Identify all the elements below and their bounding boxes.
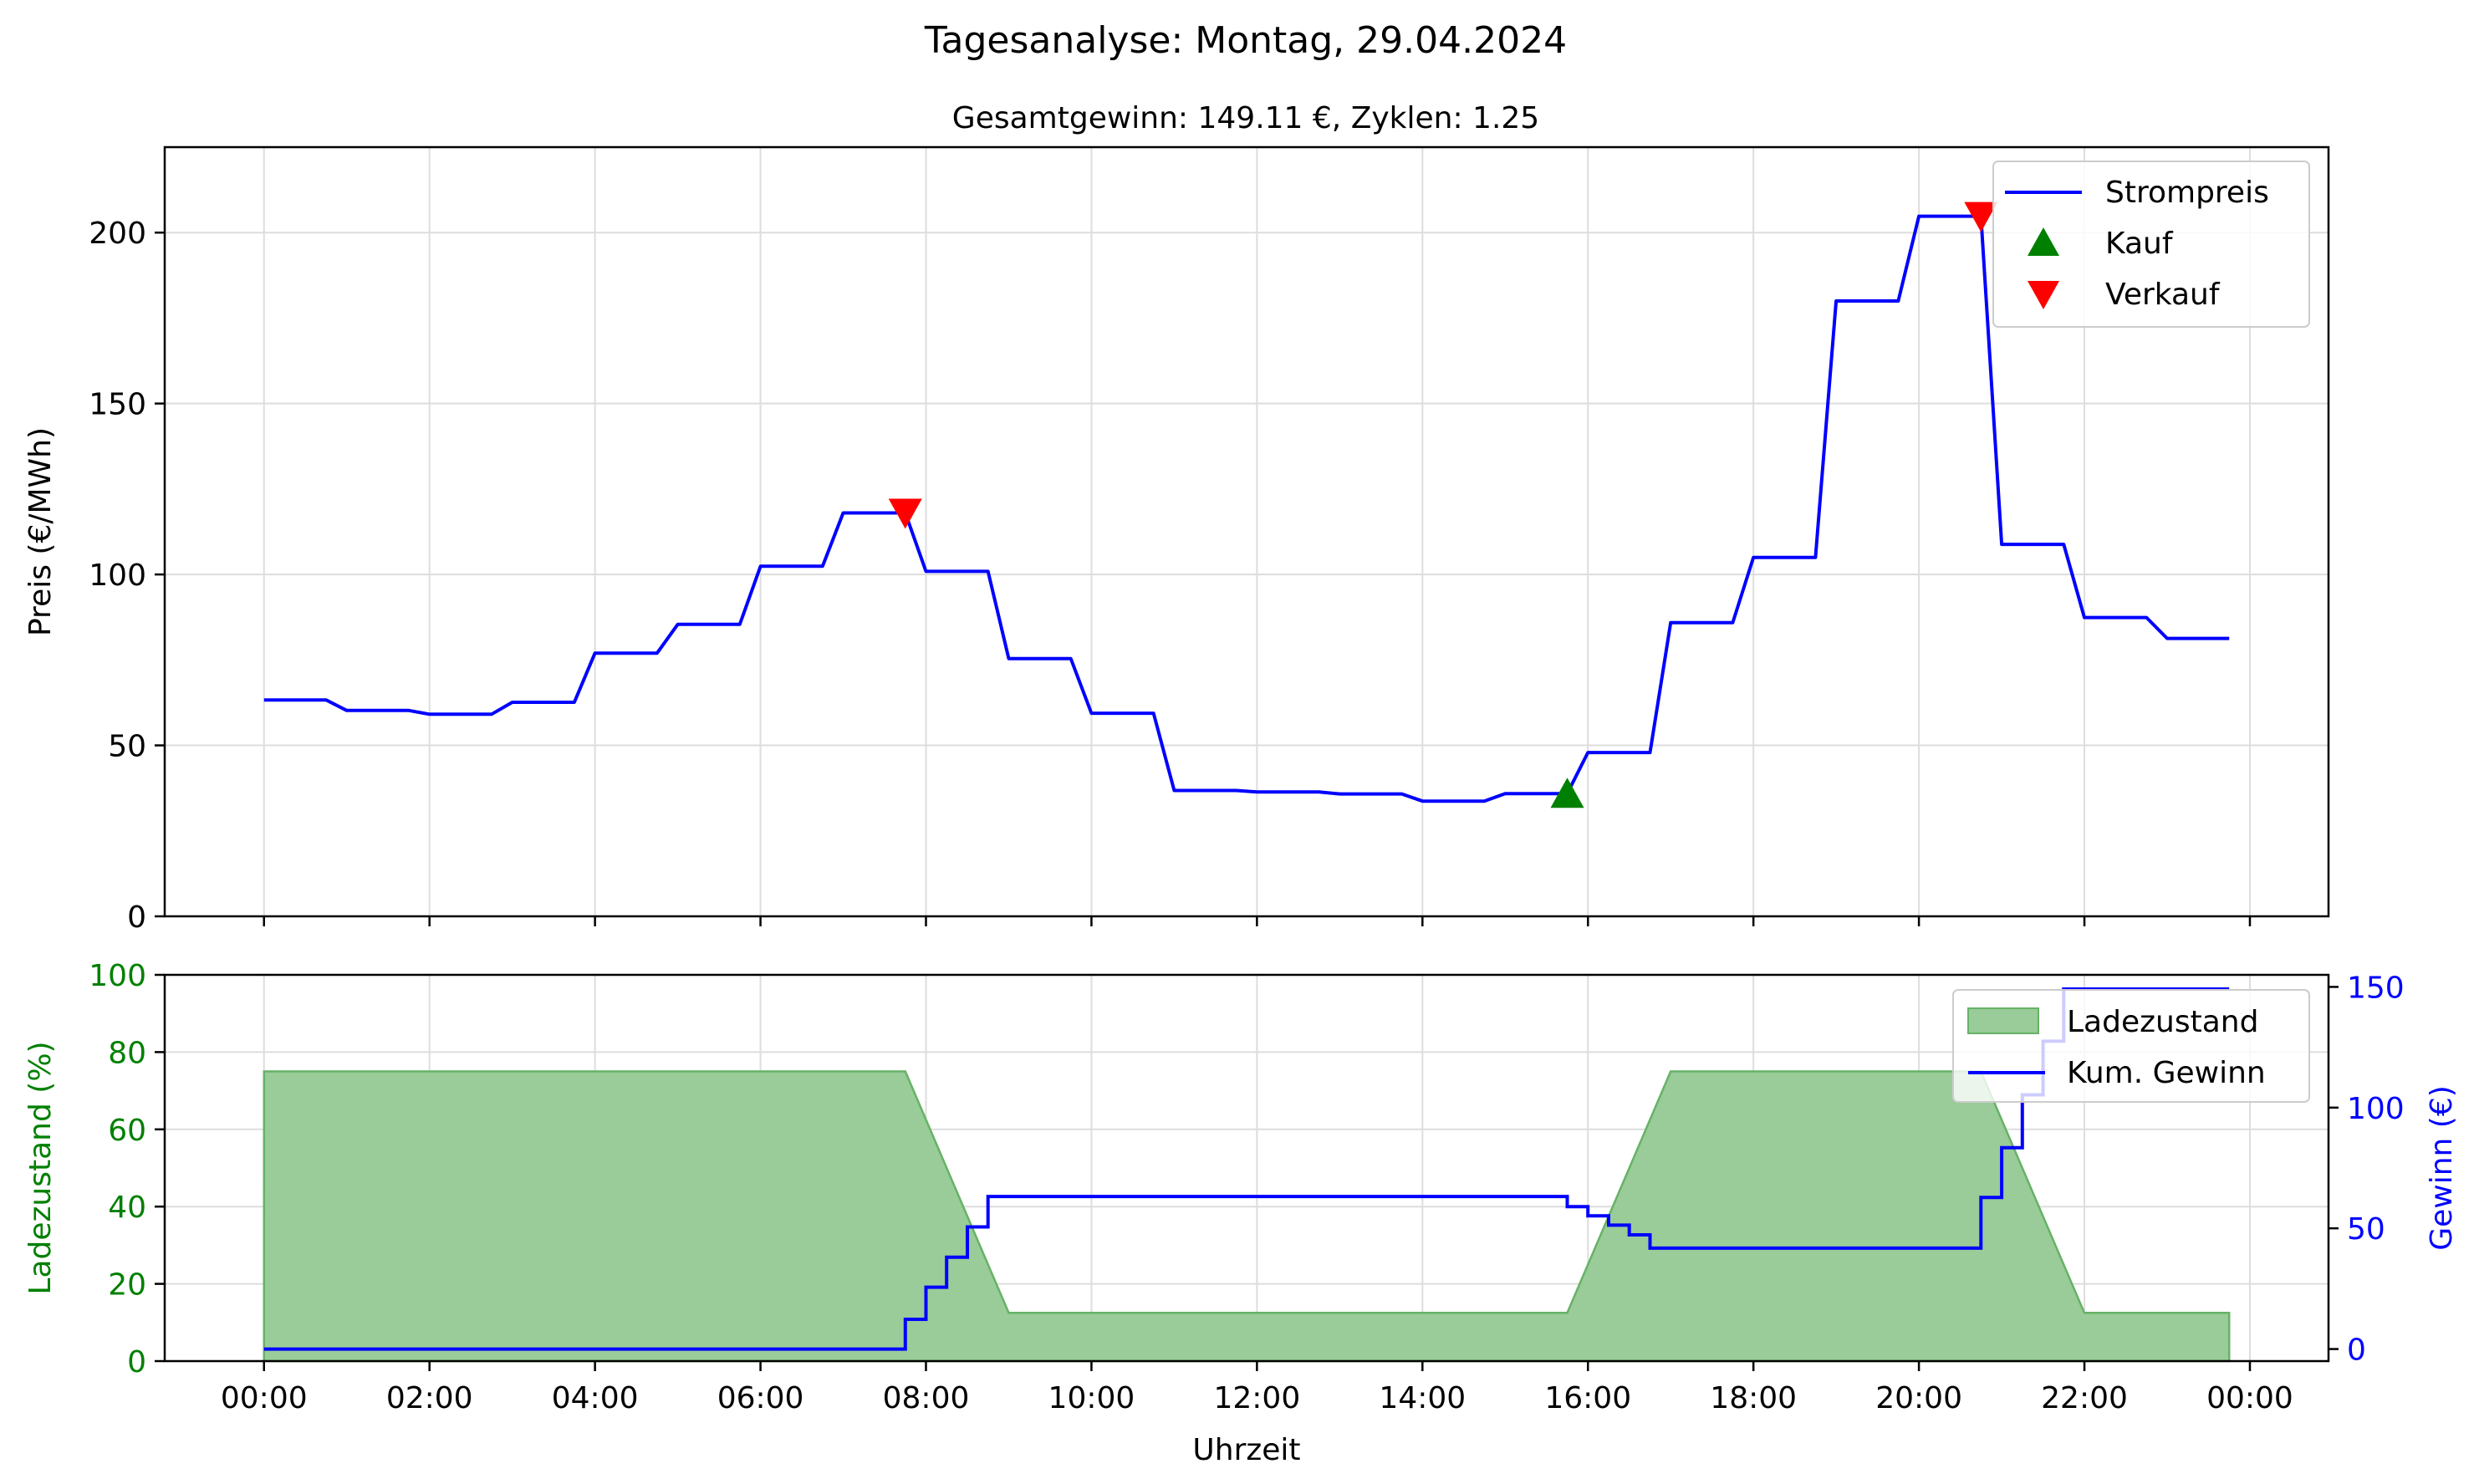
time-x-tick-label: 20:00 — [1875, 1381, 1962, 1415]
sell-marker — [888, 498, 922, 529]
soc-y-tick-label: 0 — [127, 1345, 146, 1379]
profit-y-tick-label: 150 — [2347, 971, 2405, 1005]
soc-y-tick-label: 100 — [89, 959, 146, 993]
profit-y-tick-label: 100 — [2347, 1092, 2405, 1126]
profit-y-ticks: 0 50 100 150 — [2329, 971, 2405, 1368]
price-y-axis-label: Preis (€/MWh) — [23, 427, 58, 636]
legend-profit-label: Kum. Gewinn — [2067, 1056, 2266, 1090]
time-x-tick-label: 22:00 — [2041, 1381, 2128, 1415]
buy-marker — [1550, 778, 1584, 808]
price-y-tick-label: 200 — [89, 217, 146, 251]
legend-buy-marker — [2028, 227, 2059, 256]
time-x-tick-label: 00:00 — [2206, 1381, 2293, 1415]
price-y-tick-label: 0 — [127, 900, 146, 935]
price-line — [263, 214, 2230, 803]
price-y-ticks: 0 50 100 150 200 — [89, 217, 165, 935]
time-x-tick-label: 02:00 — [386, 1381, 473, 1415]
soc-area — [263, 1070, 2231, 1363]
price-legend: Strompreis Kauf Verkauf — [1992, 161, 2310, 328]
time-x-tick-label: 12:00 — [1213, 1381, 1300, 1415]
soc-axes-frame — [163, 973, 2330, 1363]
time-x-tick-label: 18:00 — [1710, 1381, 1797, 1415]
profit-y-tick-label: 50 — [2347, 1212, 2385, 1247]
legend-sell-label: Verkauf — [2105, 278, 2221, 312]
price-grid — [165, 147, 2329, 917]
price-panel-title: Gesamtgewinn: 149.11 €, Zyklen: 1.25 — [952, 101, 1539, 135]
profit-y-tick-label: 0 — [2347, 1334, 2366, 1368]
x-axis-label: Uhrzeit — [1192, 1433, 1300, 1467]
price-panel: Gesamtgewinn: 149.11 €, Zyklen: 1.25 0 50… — [23, 101, 2330, 935]
soc-y-tick-label: 40 — [108, 1191, 146, 1225]
time-x-tick-label: 06:00 — [717, 1381, 804, 1415]
legend-soc-swatch — [1967, 1007, 2039, 1034]
price-y-tick-label: 150 — [89, 388, 146, 422]
profit-y-axis-label: Gewinn (€) — [2425, 1085, 2459, 1251]
price-x-ticks — [263, 916, 2252, 926]
soc-plot-area — [263, 987, 2231, 1363]
soc-legend: Ladezustand Kum. Gewinn — [1952, 989, 2310, 1103]
time-x-tick-label: 16:00 — [1544, 1381, 1631, 1415]
soc-y-tick-label: 80 — [108, 1036, 146, 1070]
legend-soc-label: Ladezustand — [2067, 1005, 2258, 1039]
soc-y-tick-label: 60 — [108, 1114, 146, 1148]
time-x-ticks: 00:00 02:00 04:00 06:00 08:00 10:00 12:00 14:00… — [221, 1361, 2293, 1415]
sell-marker — [1964, 201, 1998, 232]
legend-price-label: Strompreis — [2105, 176, 2269, 210]
time-x-tick-label: 04:00 — [552, 1381, 639, 1415]
soc-y-tick-label: 20 — [108, 1268, 146, 1303]
figure-title: Tagesanalyse: Montag, 29.04.2024 — [924, 19, 1567, 62]
legend-sell-marker — [2028, 281, 2059, 309]
price-y-tick-label: 50 — [108, 730, 146, 764]
legend-buy-label: Kauf — [2105, 227, 2174, 261]
soc-panel: 0 20 40 60 80 100 0 50 100 150 00:00 02:00 04:00 06… — [23, 959, 2459, 1467]
time-x-tick-label: 10:00 — [1048, 1381, 1135, 1415]
time-x-tick-label: 00:00 — [221, 1381, 308, 1415]
price-legend-box — [1992, 161, 2310, 328]
price-plot-area — [263, 201, 2230, 808]
price-axes-frame — [163, 145, 2330, 918]
soc-y-axis-label: Ladezustand (%) — [23, 1041, 58, 1294]
soc-y-ticks: 0 20 40 60 80 100 — [89, 959, 165, 1379]
time-x-tick-label: 08:00 — [883, 1381, 970, 1415]
price-y-tick-label: 100 — [89, 558, 146, 593]
profit-line — [263, 987, 2230, 1351]
time-x-tick-label: 14:00 — [1379, 1381, 1466, 1415]
